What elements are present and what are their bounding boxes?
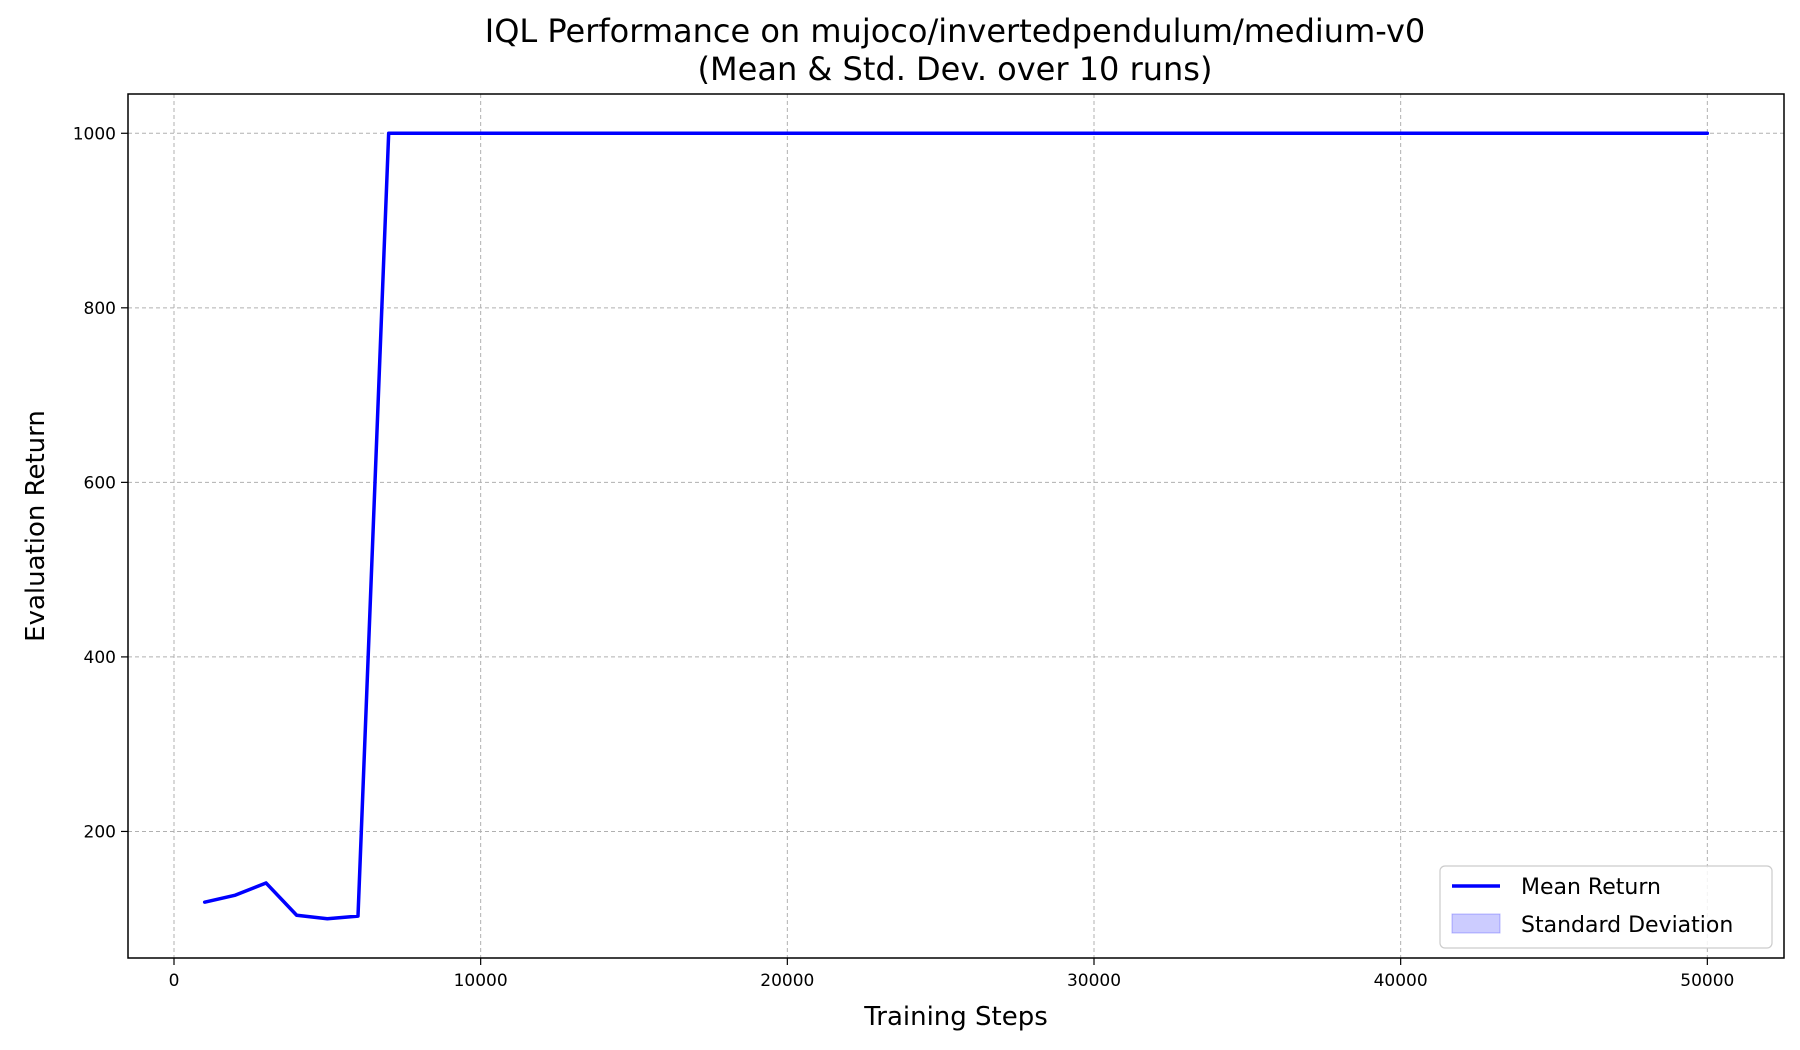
legend-swatch-standard-deviation — [1451, 913, 1501, 934]
series-line-mean-return — [202, 131, 1710, 921]
x-tick-label: 0 — [169, 971, 180, 991]
x-tick-label: 50000 — [1680, 971, 1734, 991]
x-tick-label: 30000 — [1067, 971, 1121, 991]
series-layer — [202, 131, 1710, 921]
x-tick-label: 40000 — [1374, 971, 1428, 991]
y-tick-label: 1000 — [73, 124, 116, 144]
legend: Mean Return Standard Deviation — [1439, 865, 1773, 949]
x-tick-label: 20000 — [760, 971, 814, 991]
y-axis: 200 400 600 800 1000 — [73, 124, 128, 842]
x-axis: 0 10000 20000 30000 40000 50000 — [169, 958, 1734, 991]
x-tick-label: 10000 — [454, 971, 508, 991]
plot-area-frame — [127, 93, 1785, 959]
x-axis-title: Training Steps — [863, 1002, 1048, 1032]
legend-box — [1439, 865, 1773, 949]
chart-subtitle: (Mean & Std. Dev. over 10 runs) — [698, 50, 1213, 88]
legend-label-mean-return: Mean Return — [1521, 875, 1661, 900]
y-axis-title: Evaluation Return — [21, 410, 51, 642]
chart-title: IQL Performance on mujoco/invertedpendul… — [485, 12, 1425, 50]
y-tick-label: 600 — [84, 473, 116, 493]
y-tick-label: 800 — [84, 299, 116, 319]
y-tick-label: 400 — [84, 648, 116, 668]
legend-label-standard-deviation: Standard Deviation — [1521, 913, 1733, 938]
y-tick-label: 200 — [84, 822, 116, 842]
